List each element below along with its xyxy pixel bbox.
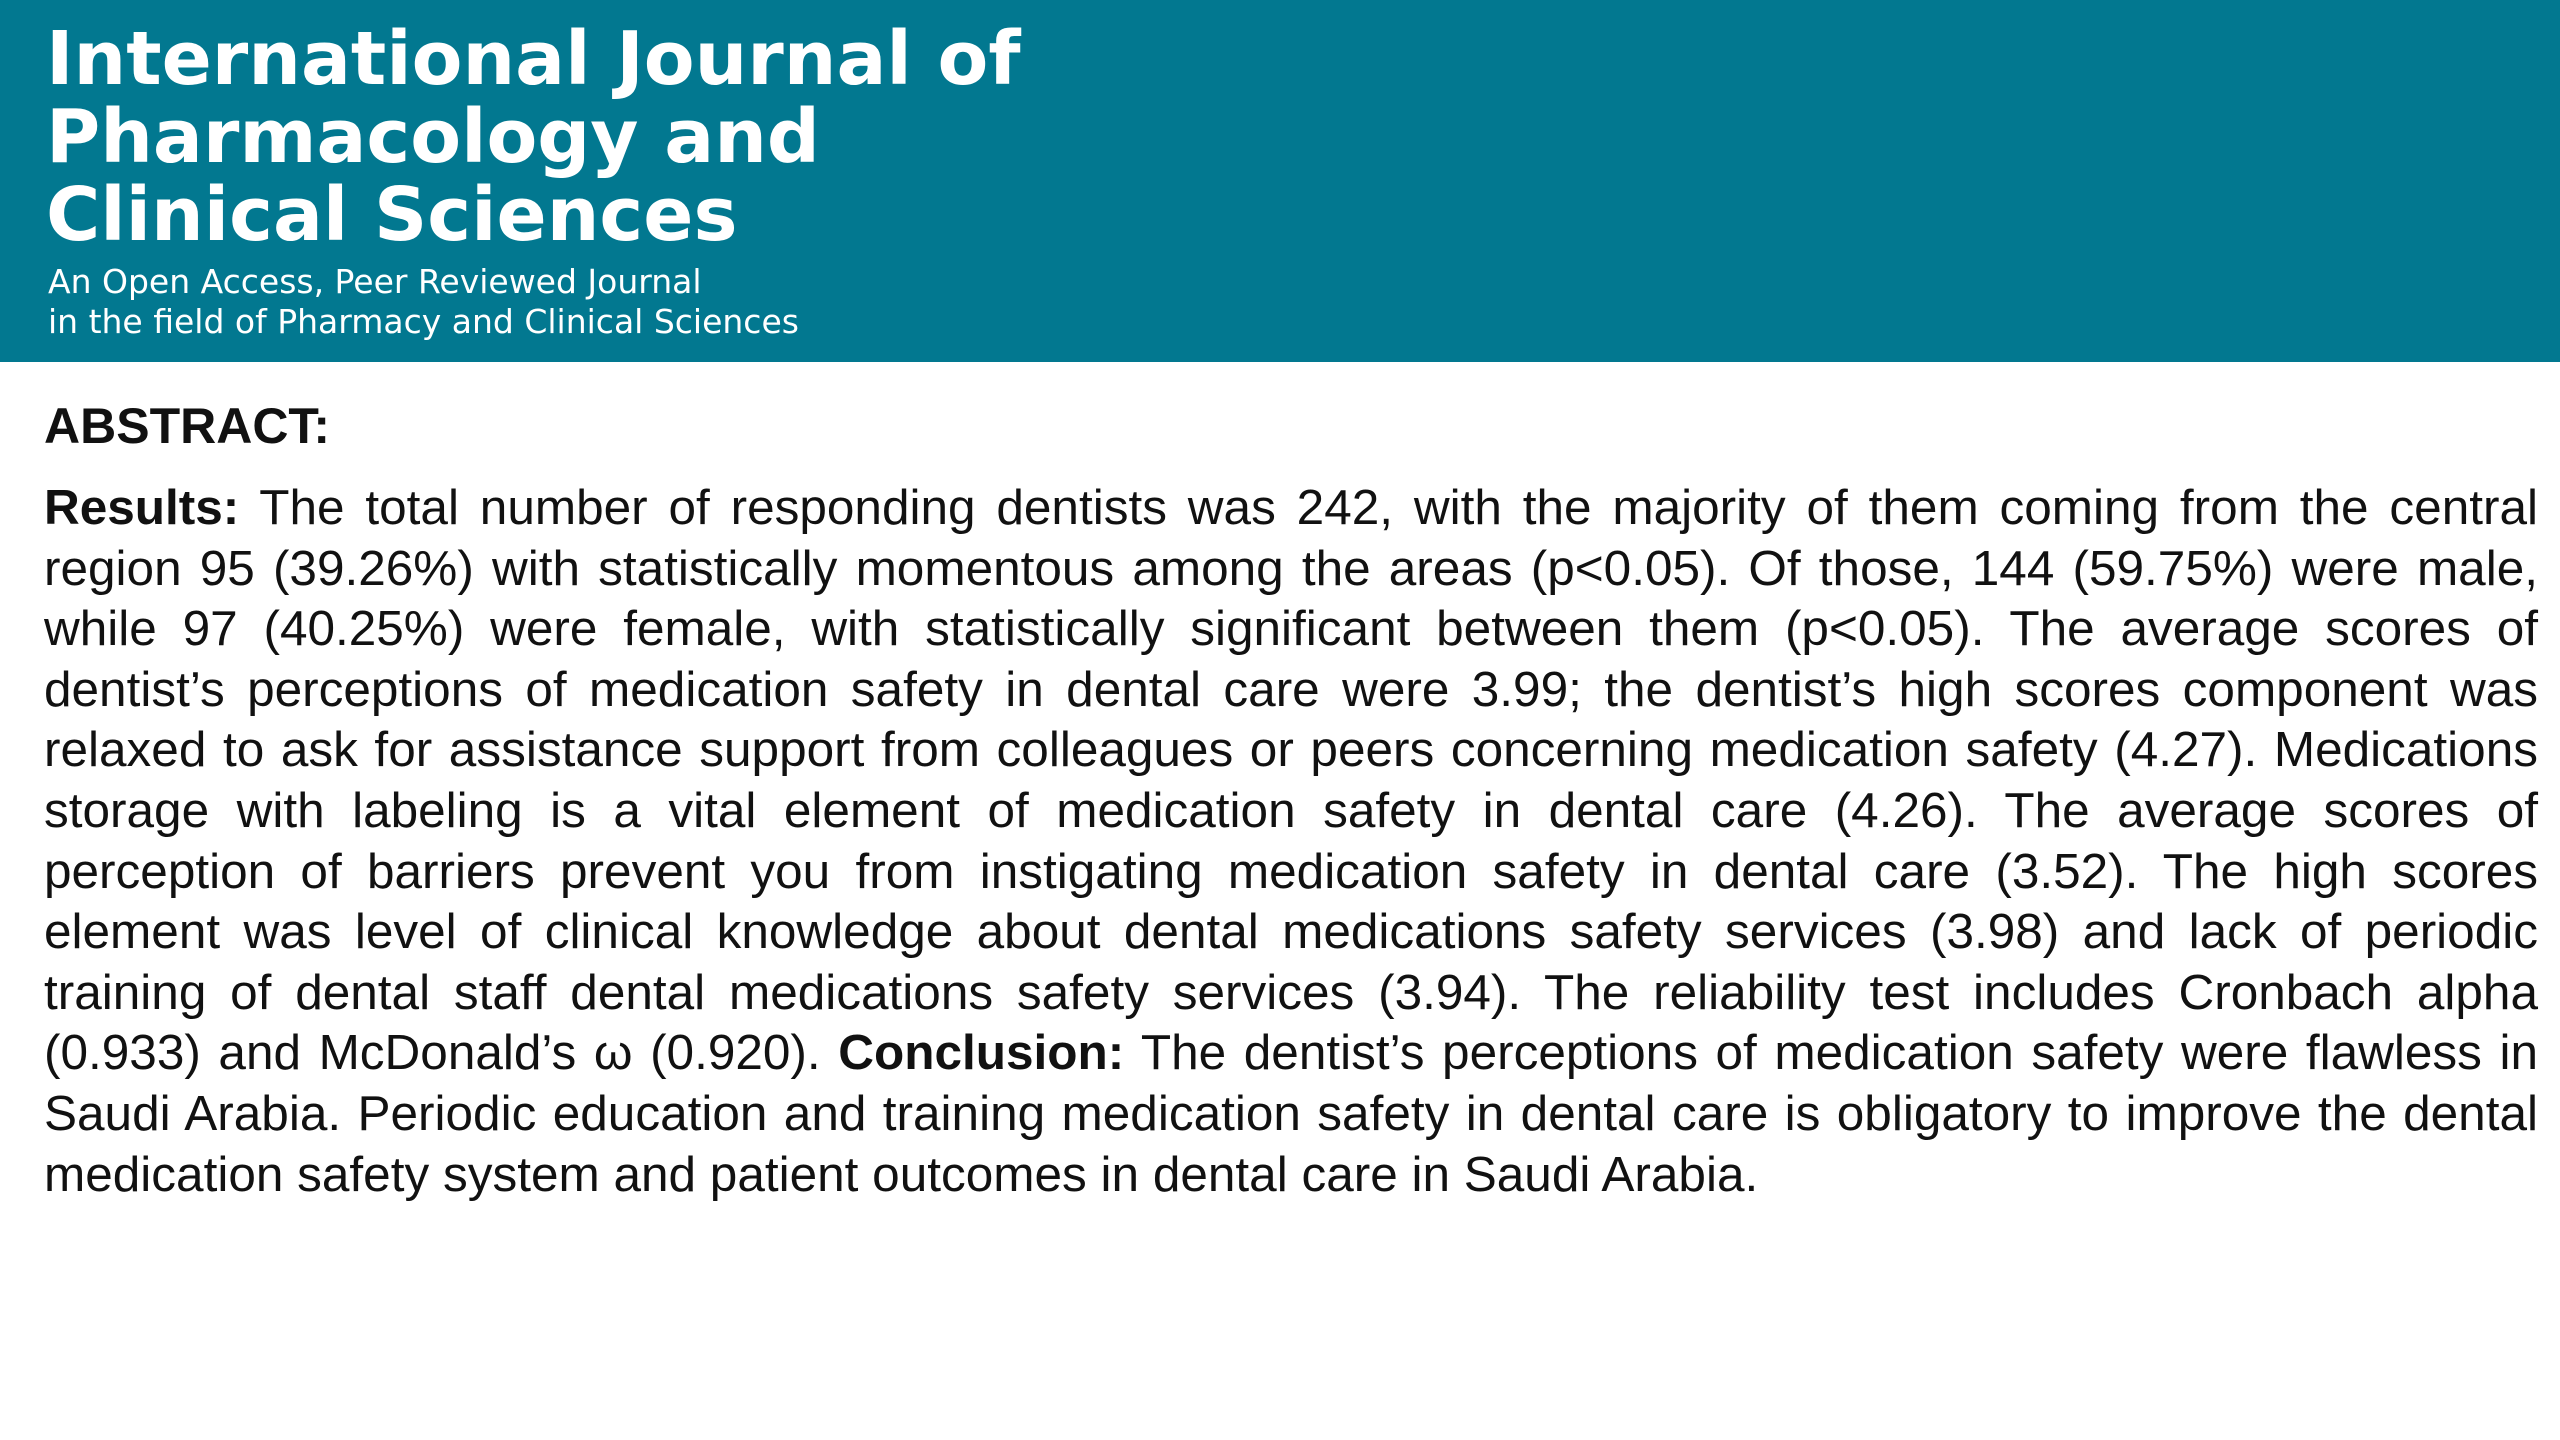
journal-title-line: International Journal of — [46, 16, 1021, 102]
conclusion-text: The dentist’s perceptions of medication … — [44, 1025, 2538, 1202]
journal-banner: International Journal of Pharmacology an… — [0, 0, 2560, 362]
results-text: The total number of responding dentists … — [44, 480, 2538, 1081]
journal-subtitle-line: in the field of Pharmacy and Clinical Sc… — [48, 302, 799, 341]
conclusion-label: Conclusion: — [838, 1025, 1125, 1081]
journal-subtitle-line: An Open Access, Peer Reviewed Journal — [48, 262, 702, 301]
abstract-heading: ABSTRACT: — [44, 398, 331, 454]
journal-subtitle: An Open Access, Peer Reviewed Journal in… — [48, 262, 799, 342]
journal-title: International Journal of Pharmacology an… — [46, 20, 1021, 254]
journal-title-line: Pharmacology and — [46, 94, 820, 180]
abstract-body: Results: The total number of responding … — [44, 478, 2538, 1205]
journal-title-line: Clinical Sciences — [46, 172, 738, 258]
results-label: Results: — [44, 480, 240, 535]
